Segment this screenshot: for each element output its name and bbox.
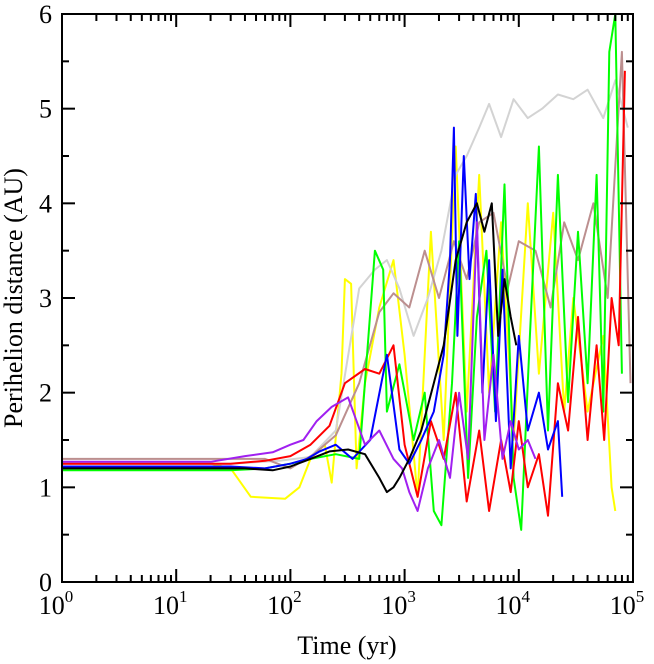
y-axis-label: Perihelion distance (AU) bbox=[0, 168, 28, 428]
x-tick-label: 101 bbox=[153, 587, 188, 620]
x-axis-label: Time (yr) bbox=[297, 631, 396, 660]
x-tick-labels: 100 101 102 103 104 105 bbox=[39, 587, 645, 620]
x-tick-label: 104 bbox=[496, 587, 531, 620]
y-tick-label: 6 bbox=[39, 0, 52, 29]
series-line-1 bbox=[62, 79, 629, 465]
tick-marks bbox=[61, 13, 633, 583]
y-tick-label: 2 bbox=[39, 379, 52, 408]
y-tick-label: 4 bbox=[39, 189, 52, 218]
series-line-5 bbox=[62, 126, 564, 497]
y-tick-label: 5 bbox=[39, 95, 52, 124]
y-tick-label: 3 bbox=[39, 284, 52, 313]
series-layer bbox=[62, 14, 632, 531]
series-line-3 bbox=[62, 14, 623, 531]
series-line-4 bbox=[62, 70, 626, 517]
x-tick-label: 105 bbox=[610, 587, 645, 620]
y-tick-label: 1 bbox=[39, 473, 52, 502]
x-tick-label: 102 bbox=[267, 587, 302, 620]
series-line-0 bbox=[62, 145, 617, 512]
x-tick-label: 103 bbox=[381, 587, 416, 620]
series-line-2 bbox=[62, 50, 632, 470]
y-tick-label: 0 bbox=[39, 568, 52, 597]
series-line-7 bbox=[62, 202, 518, 494]
y-tick-labels: 0 1 2 3 4 5 6 bbox=[39, 0, 52, 597]
x-tick-label: 100 bbox=[39, 587, 74, 620]
series-line-6 bbox=[62, 221, 537, 512]
